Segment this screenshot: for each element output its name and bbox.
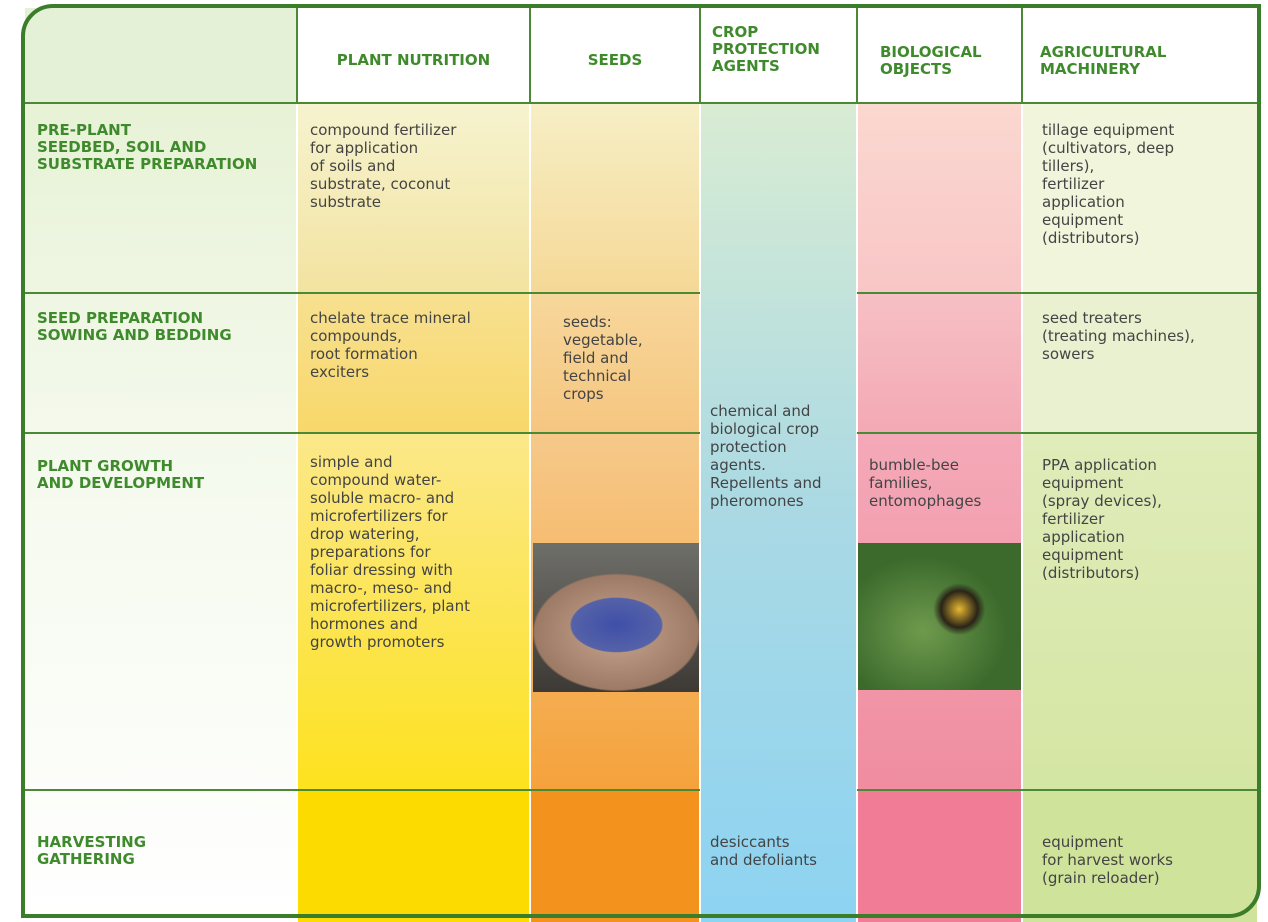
column-divider <box>529 8 531 103</box>
cell-bg <box>297 433 530 790</box>
crop-protection-bg <box>700 103 857 922</box>
seeds-photo <box>533 543 700 692</box>
column-divider <box>529 103 531 922</box>
column-header: CROP PROTECTION AGENTS <box>712 23 820 75</box>
row-header-bg <box>25 103 297 922</box>
column-header: BIOLOGICAL OBJECTS <box>880 43 982 78</box>
cell-bg <box>857 103 1022 293</box>
corner-cell <box>25 8 297 103</box>
column-divider <box>1021 8 1023 103</box>
row-divider <box>25 102 1257 104</box>
cell-bg <box>530 103 700 293</box>
cell-text: bumble-bee families, entomophages <box>869 456 982 510</box>
row-label: PLANT GROWTH AND DEVELOPMENT <box>37 457 205 492</box>
cell-text: equipment for harvest works (grain reloa… <box>1042 833 1173 887</box>
cell-text: chemical and biological crop protection … <box>710 402 822 510</box>
cell-text: chelate trace mineral compounds, root fo… <box>310 309 471 381</box>
row-label: PRE-PLANT SEEDBED, SOIL AND SUBSTRATE PR… <box>37 121 258 173</box>
row-divider <box>857 432 1257 434</box>
row-divider <box>857 789 1257 791</box>
cell-bg <box>297 293 530 433</box>
cell-bg <box>297 790 530 922</box>
bee-photo <box>857 543 1022 690</box>
row-label: HARVESTING GATHERING <box>37 833 147 868</box>
row-divider <box>25 432 700 434</box>
row-divider <box>25 789 700 791</box>
column-header: PLANT NUTRITION <box>336 51 491 69</box>
row-label: SEED PREPARATION SOWING AND BEDDING <box>37 309 232 344</box>
column-header: AGRICULTURAL MACHINERY <box>1040 43 1167 78</box>
cell-bg <box>1022 790 1257 922</box>
row-divider <box>25 292 700 294</box>
cell-bg <box>297 103 530 293</box>
cell-text: desiccants and defoliants <box>710 833 817 869</box>
column-divider <box>1021 103 1023 922</box>
cell-text: seeds: vegetable, field and technical cr… <box>563 313 643 403</box>
cell-bg <box>530 790 700 922</box>
column-divider <box>856 103 858 922</box>
row-divider <box>857 292 1257 294</box>
column-divider <box>699 103 701 922</box>
column-divider <box>296 103 298 922</box>
cell-text: tillage equipment (cultivators, deep til… <box>1042 121 1175 247</box>
cell-bg <box>857 293 1022 433</box>
frame <box>21 4 1261 918</box>
column-header: SEEDS <box>587 51 643 69</box>
cell-text: PPA application equipment (spray devices… <box>1042 456 1162 582</box>
cell-bg <box>530 293 700 433</box>
column-divider <box>699 8 701 103</box>
column-divider <box>856 8 858 103</box>
cell-text: compound fertilizer for application of s… <box>310 121 457 211</box>
cell-text: seed treaters (treating machines), sower… <box>1042 309 1195 363</box>
cell-bg <box>857 790 1022 922</box>
cell-bg <box>1022 293 1257 433</box>
cell-bg <box>1022 103 1257 293</box>
cell-bg <box>1022 433 1257 790</box>
cell-text: simple and compound water- soluble macro… <box>310 453 470 651</box>
column-divider <box>296 8 298 103</box>
